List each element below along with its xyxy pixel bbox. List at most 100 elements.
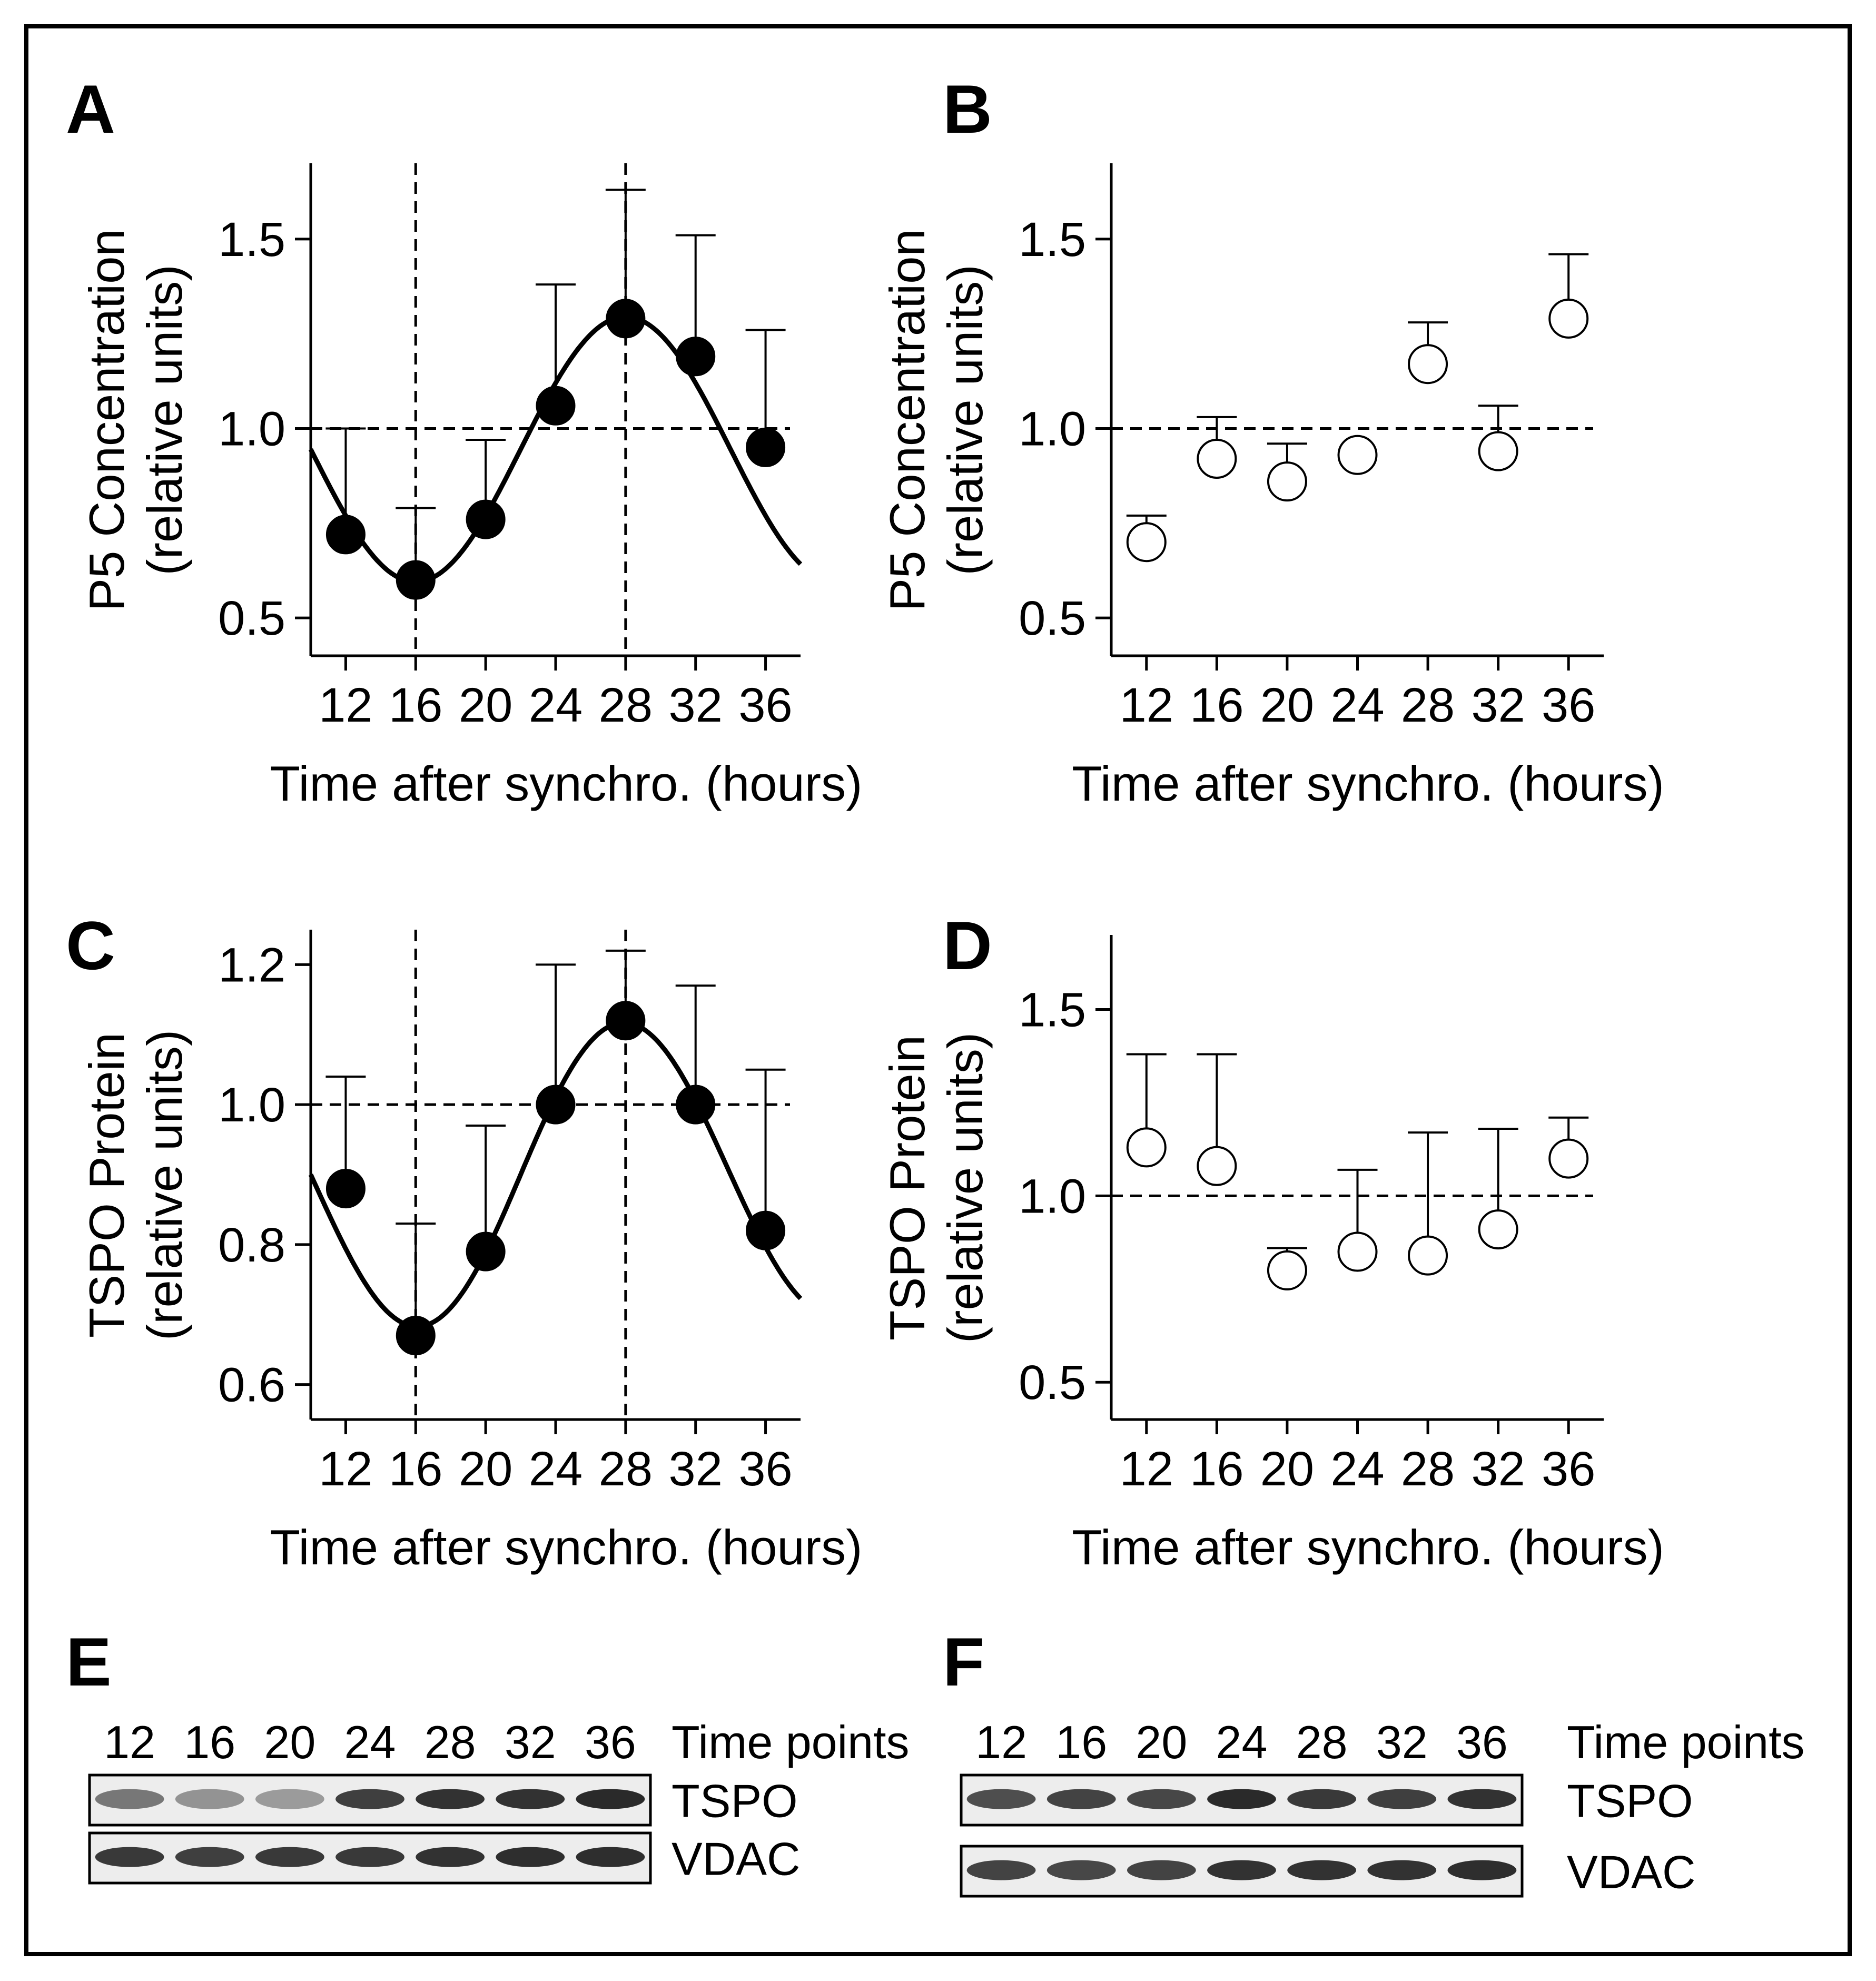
figure-border — [24, 24, 1852, 1956]
data-point — [746, 427, 786, 467]
x-tick-label: 32 — [669, 678, 723, 732]
blot-band — [1046, 1860, 1116, 1880]
blot-band — [1287, 1860, 1357, 1880]
x-tick-label: 12 — [319, 678, 372, 732]
data-point — [325, 515, 366, 555]
x-tick-label: 16 — [389, 678, 442, 732]
blot-band — [416, 1789, 485, 1809]
x-axis-title: Time after synchro. (hours) — [270, 1520, 863, 1575]
data-point — [1267, 1250, 1307, 1290]
y-tick-label: 1.5 — [1019, 213, 1086, 267]
blot-band — [335, 1789, 404, 1809]
data-point — [1197, 1146, 1237, 1186]
blot-row-label: TSPO — [1567, 1775, 1693, 1827]
blot-band — [255, 1847, 324, 1867]
blot-band — [335, 1847, 404, 1867]
x-tick-label: 24 — [1330, 1442, 1384, 1496]
x-tick-label: 36 — [1542, 678, 1595, 732]
blot-band — [496, 1789, 565, 1809]
x-tick-label: 36 — [738, 1442, 792, 1496]
lane-label: 28 — [424, 1716, 476, 1768]
panel-letter-f: F — [943, 1623, 984, 1700]
x-axis-title: Time after synchro. (hours) — [1072, 756, 1664, 811]
x-tick-label: 28 — [1401, 1442, 1455, 1496]
blot-band — [175, 1847, 244, 1867]
y-tick-label: 1.5 — [218, 213, 285, 267]
lane-label: 32 — [505, 1716, 556, 1768]
y-axis-subtitle: (relative units) — [137, 264, 192, 575]
y-tick-label: 1.5 — [1019, 983, 1086, 1037]
data-point — [1548, 1138, 1589, 1179]
lane-label: 36 — [585, 1716, 636, 1768]
chart-panel-d: 0.5 1.0 1.5 12 16 20 24 28 32 36 Time after synchr… — [880, 935, 1664, 1575]
lane-label: 20 — [264, 1716, 315, 1768]
data-point — [676, 1085, 716, 1125]
blot-band — [1447, 1789, 1517, 1809]
data-point — [396, 560, 436, 600]
panel-letter-d: D — [943, 907, 992, 984]
y-axis-title: TSPO Protein — [880, 1035, 935, 1341]
y-axis-title: P5 Concentration — [79, 229, 134, 611]
y-axis-title: P5 Concentration — [880, 229, 935, 611]
x-tick-label: 12 — [319, 1442, 372, 1496]
blot-row-label: VDAC — [1567, 1846, 1696, 1898]
data-point — [536, 386, 576, 426]
blot-band — [416, 1847, 485, 1867]
panel-letter-e: E — [66, 1623, 112, 1700]
lane-label: 12 — [975, 1716, 1027, 1768]
y-tick-label: 0.5 — [218, 592, 285, 645]
x-tick-label: 28 — [599, 1442, 653, 1496]
data-point — [1337, 1231, 1378, 1272]
data-point — [1478, 1209, 1518, 1250]
data-point — [396, 1316, 436, 1356]
blot-row-label: VDAC — [672, 1833, 801, 1885]
lane-label: 16 — [184, 1716, 235, 1768]
panel-letter-c: C — [66, 907, 115, 984]
blot-band — [1447, 1860, 1517, 1880]
x-tick-label: 12 — [1120, 1442, 1173, 1496]
x-tick-label: 28 — [1401, 678, 1455, 732]
blot-band — [255, 1789, 324, 1809]
lane-label: 20 — [1136, 1716, 1187, 1768]
chart-panel-c: 0.6 0.8 1.0 1.2 12 16 20 24 28 32 36 Time after syn… — [79, 930, 862, 1575]
data-point — [1408, 1235, 1448, 1276]
data-point — [466, 499, 506, 539]
blot-band — [95, 1847, 164, 1867]
data-point — [466, 1231, 506, 1272]
data-point — [1197, 439, 1237, 479]
blot-band — [1207, 1860, 1276, 1880]
blot-band — [95, 1789, 164, 1809]
blot-band — [1127, 1860, 1196, 1880]
data-point — [1337, 435, 1378, 475]
x-tick-label: 36 — [738, 678, 792, 732]
x-axis-title: Time after synchro. (hours) — [270, 756, 863, 811]
y-tick-label: 1.2 — [218, 938, 285, 992]
x-tick-label: 20 — [1260, 1442, 1314, 1496]
x-tick-label: 28 — [599, 678, 653, 732]
data-point — [606, 1001, 646, 1041]
lane-label: 32 — [1376, 1716, 1428, 1768]
blot-band — [576, 1847, 645, 1867]
blot-band — [966, 1789, 1036, 1809]
y-tick-label: 0.5 — [1019, 592, 1086, 645]
y-tick-label: 0.8 — [218, 1218, 285, 1272]
x-tick-label: 12 — [1120, 678, 1173, 732]
data-point — [1548, 298, 1589, 339]
blot-band — [1367, 1860, 1437, 1880]
x-tick-label: 20 — [459, 678, 512, 732]
x-tick-label: 36 — [1542, 1442, 1595, 1496]
panel-letter-a: A — [66, 71, 115, 147]
lane-label: 28 — [1296, 1716, 1348, 1768]
data-point — [746, 1210, 786, 1250]
lane-label: 24 — [344, 1716, 396, 1768]
chart-panel-a: 0.5 1.0 1.5 12 16 20 24 28 32 36 Time after synchr… — [79, 163, 862, 811]
x-tick-label: 16 — [1190, 1442, 1243, 1496]
x-tick-label: 24 — [529, 678, 582, 732]
y-tick-label: 1.0 — [1019, 1169, 1086, 1223]
y-tick-label: 0.5 — [1019, 1356, 1086, 1410]
data-point — [1478, 431, 1518, 471]
blot-band — [496, 1847, 565, 1867]
x-tick-label: 24 — [1330, 678, 1384, 732]
blot-band — [1046, 1789, 1116, 1809]
chart-panel-b: 0.5 1.0 1.5 12 16 20 24 28 32 36 Time after synchr… — [880, 163, 1664, 811]
